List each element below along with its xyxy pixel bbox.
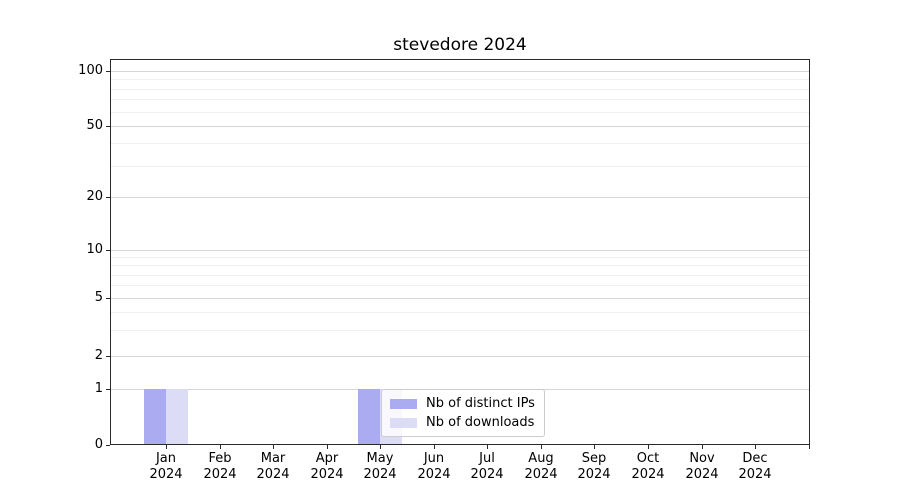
x-axis-tick <box>487 445 488 449</box>
x-axis-tick <box>702 445 703 449</box>
gridline-minor <box>111 89 809 90</box>
x-axis-tick <box>594 445 595 449</box>
x-axis-tick-label: Aug 2024 <box>524 451 558 482</box>
x-axis-tick <box>220 445 221 449</box>
gridline-minor <box>111 265 809 266</box>
legend-swatch-distinct-ips-icon <box>390 398 417 409</box>
y-axis-tick-label: 2 <box>94 348 103 363</box>
x-axis-tick <box>434 445 435 449</box>
y-axis-tick-label: 50 <box>86 118 103 133</box>
y-axis-tick <box>106 298 110 299</box>
gridline-major <box>111 250 809 251</box>
y-axis-tick-label: 5 <box>94 290 103 305</box>
x-axis-tick-label: Nov 2024 <box>685 451 719 482</box>
gridline-major <box>111 197 809 198</box>
y-axis-tick <box>106 71 110 72</box>
x-axis-tick-label: Feb 2024 <box>203 451 237 482</box>
chart-legend: Nb of distinct IPs Nb of downloads <box>381 389 545 437</box>
legend-label-distinct-ips: Nb of distinct IPs <box>426 396 535 411</box>
gridline-minor <box>111 330 809 331</box>
x-axis-tick-label: May 2024 <box>363 451 397 482</box>
gridline-minor <box>111 285 809 286</box>
x-axis-tick-label: Jun 2024 <box>417 451 451 482</box>
y-axis-tick <box>106 389 110 390</box>
legend-label-downloads: Nb of downloads <box>426 415 535 430</box>
y-axis-tick <box>106 197 110 198</box>
gridline-minor <box>111 79 809 80</box>
gridline-minor <box>111 99 809 100</box>
x-axis-tick-label: Dec 2024 <box>738 451 772 482</box>
x-axis-tick-label: Oct 2024 <box>631 451 665 482</box>
legend-item-distinct-ips: Nb of distinct IPs <box>390 396 536 411</box>
x-axis-tick <box>380 445 381 449</box>
x-axis-tick <box>541 445 542 449</box>
y-axis-tick <box>106 126 110 127</box>
x-axis-tick <box>273 445 274 449</box>
gridline-major <box>111 71 809 72</box>
gridline-minor <box>111 143 809 144</box>
x-axis-tick <box>648 445 649 449</box>
chart-title: stevedore 2024 <box>393 35 527 55</box>
gridline-minor <box>111 257 809 258</box>
y-axis-tick-label: 0 <box>94 437 103 452</box>
gridline-major <box>111 126 809 127</box>
legend-swatch-downloads-icon <box>390 417 417 428</box>
gridline-minor <box>111 312 809 313</box>
x-axis-tick <box>809 445 810 449</box>
y-axis-tick-label: 20 <box>86 189 103 204</box>
x-axis-tick <box>166 445 167 449</box>
gridline-minor <box>111 275 809 276</box>
y-axis-tick-label: 10 <box>86 242 103 257</box>
gridline-minor <box>111 166 809 167</box>
y-axis-tick-label: 1 <box>94 381 103 396</box>
y-axis-tick <box>106 445 110 446</box>
x-axis-tick-label: Jan 2024 <box>149 451 183 482</box>
y-axis-tick <box>106 250 110 251</box>
bar-downloads <box>166 389 188 444</box>
x-axis-tick-label: Sep 2024 <box>577 451 611 482</box>
x-axis-tick-label: Apr 2024 <box>310 451 344 482</box>
bar-distinct-ips <box>144 389 166 444</box>
x-axis-tick-label: Jul 2024 <box>470 451 504 482</box>
plot-area <box>110 59 810 445</box>
gridline-major <box>111 298 809 299</box>
gridline-minor <box>111 112 809 113</box>
y-axis-tick <box>106 356 110 357</box>
bar-distinct-ips <box>358 389 380 444</box>
x-axis-tick-label: Mar 2024 <box>256 451 290 482</box>
x-axis-tick <box>327 445 328 449</box>
gridline-major <box>111 356 809 357</box>
legend-item-downloads: Nb of downloads <box>390 415 536 430</box>
y-axis-tick-label: 100 <box>78 63 103 78</box>
x-axis-tick <box>755 445 756 449</box>
